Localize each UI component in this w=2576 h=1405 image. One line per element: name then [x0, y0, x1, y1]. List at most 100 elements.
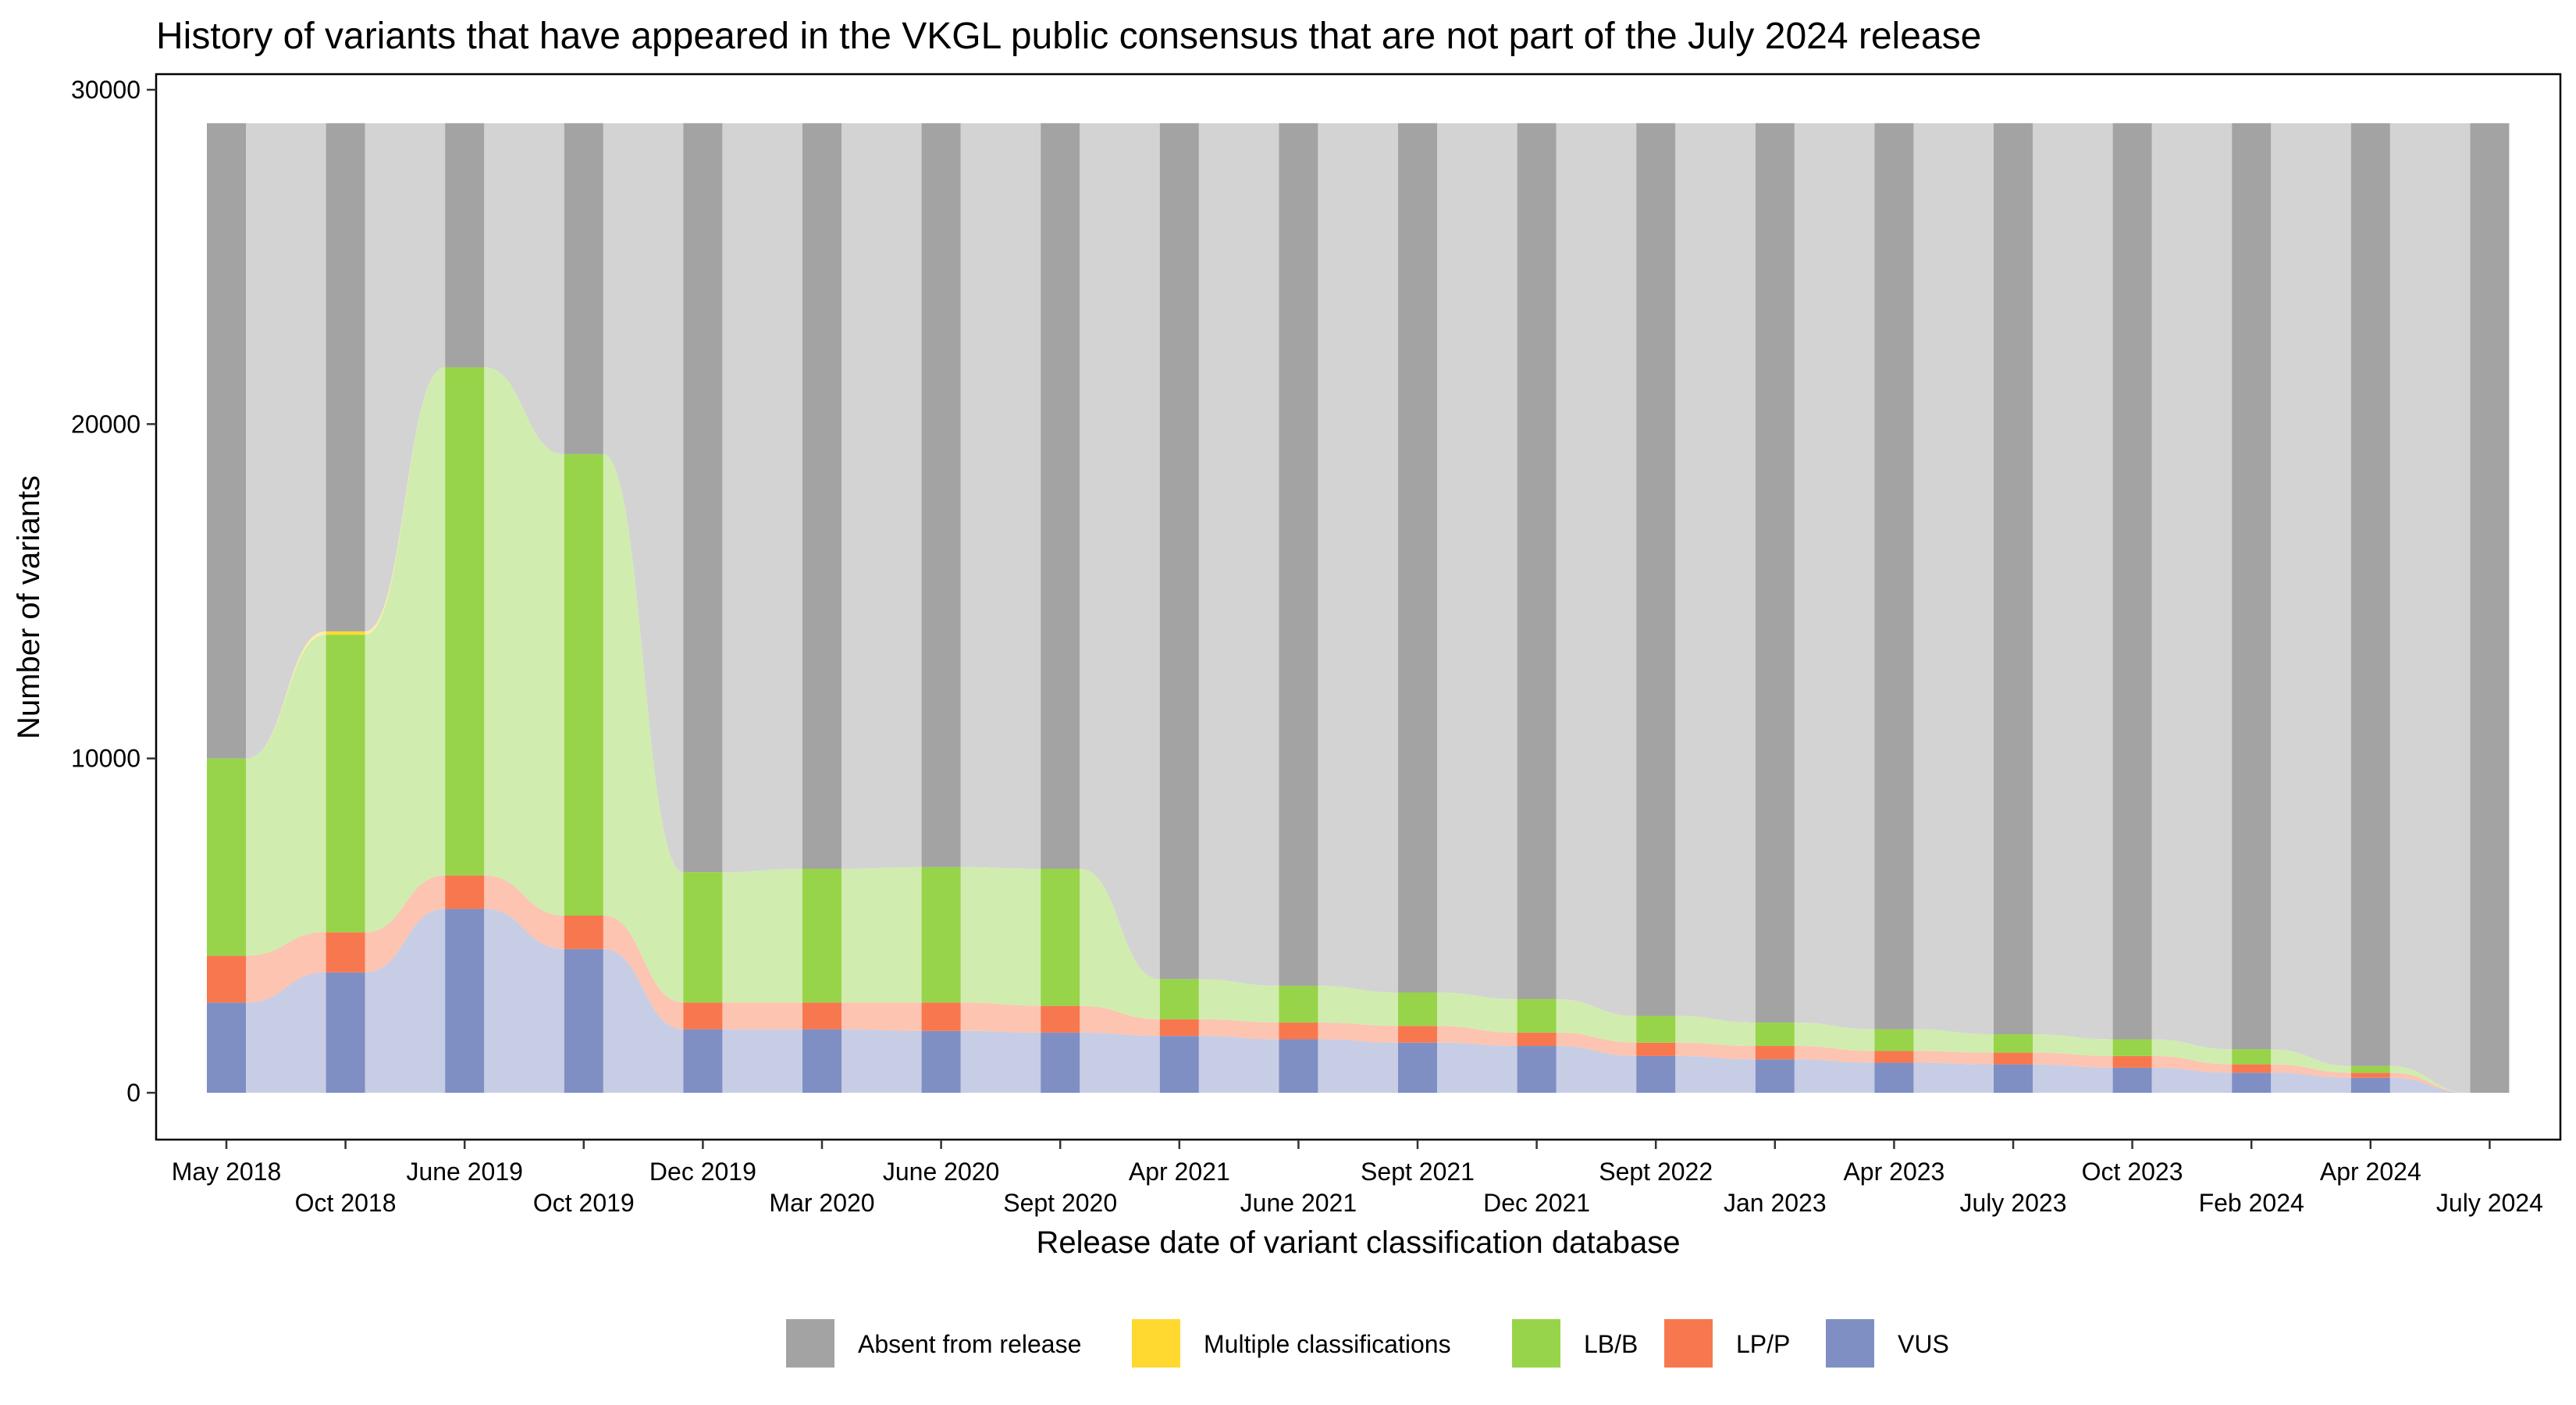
flow-absent-from-release-14 — [1913, 123, 1994, 1035]
flow-vus-9 — [1318, 1039, 1398, 1093]
flow-absent-from-release-11 — [1556, 123, 1637, 1016]
bar-vus-6 — [921, 1030, 961, 1093]
bar-lp-p-9 — [1279, 1023, 1318, 1040]
flow-lb-b-8 — [1198, 979, 1279, 1023]
flow-lp-p-7 — [1080, 1005, 1160, 1037]
bar-lb-b-4 — [683, 872, 723, 1003]
bar-lp-p-18 — [2350, 1072, 2390, 1078]
bar-vus-4 — [683, 1029, 723, 1093]
flow-vus-15 — [2033, 1064, 2113, 1093]
flow-absent-from-release-7 — [1080, 123, 1160, 980]
bar-vus-17 — [2232, 1072, 2272, 1093]
bar-lb-b-14 — [1874, 1029, 1914, 1051]
bar-absent-from-release-3 — [564, 123, 603, 454]
flow-vus-16 — [2151, 1067, 2233, 1093]
bar-lp-p-3 — [564, 915, 603, 949]
legend-label-vus: VUS — [1898, 1330, 1949, 1358]
bar-lp-p-2 — [445, 875, 485, 909]
flow-lp-p-9 — [1318, 1023, 1398, 1043]
bar-absent-from-release-1 — [326, 123, 365, 631]
bar-lp-p-13 — [1755, 1046, 1795, 1060]
flow-lb-b-13 — [1794, 1023, 1875, 1051]
flow-absent-from-release-6 — [960, 123, 1041, 870]
bar-vus-1 — [326, 972, 365, 1093]
bar-absent-from-release-19 — [2470, 123, 2510, 1093]
bar-vus-5 — [802, 1029, 841, 1093]
bar-absent-from-release-11 — [1517, 123, 1557, 1000]
flow-lp-p-17 — [2271, 1064, 2351, 1078]
x-tick-label-17: Feb 2024 — [2199, 1189, 2304, 1217]
bar-vus-7 — [1041, 1032, 1080, 1093]
flow-vus-7 — [1080, 1032, 1160, 1093]
bar-lb-b-6 — [921, 866, 961, 1003]
flow-lp-p-14 — [1913, 1051, 1994, 1065]
bar-lp-p-12 — [1636, 1042, 1676, 1056]
bar-lb-b-18 — [2350, 1065, 2390, 1073]
x-tick-label-14: Apr 2023 — [1843, 1158, 1944, 1186]
bar-vus-10 — [1398, 1042, 1437, 1093]
flow-lb-b-6 — [960, 866, 1041, 1006]
x-axis: May 2018 Oct 2018 June 2019 Oct 2019 Dec 201… — [172, 1140, 2543, 1217]
bar-absent-from-release-13 — [1755, 123, 1795, 1023]
legend-key-lb-b — [1512, 1319, 1560, 1368]
flow-lb-b-0 — [246, 635, 326, 956]
legend-label-lb-b: LB/B — [1584, 1330, 1638, 1358]
bar-vus-16 — [2112, 1067, 2152, 1093]
flow-lp-p-0 — [246, 932, 326, 1003]
flow-absent-from-release-16 — [2151, 123, 2233, 1050]
y-tick-label-10000: 10000 — [71, 745, 141, 773]
legend: Absent from release Multiple classificati… — [786, 1319, 1949, 1368]
flow-vus-5 — [841, 1029, 922, 1093]
flow-lb-b-1 — [365, 367, 446, 933]
bar-lb-b-16 — [2112, 1039, 2152, 1056]
bar-lb-b-5 — [802, 869, 841, 1003]
flow-vus-1 — [365, 909, 446, 1093]
bar-lb-b-11 — [1517, 999, 1557, 1033]
flow-lb-b-17 — [2271, 1049, 2351, 1073]
bar-absent-from-release-2 — [445, 123, 485, 368]
flow-vus-2 — [484, 909, 564, 1093]
flow-lp-p-5 — [841, 1002, 922, 1031]
x-axis-title: Release date of variant classification d… — [1037, 1225, 1681, 1260]
bar-absent-from-release-14 — [1874, 123, 1914, 1030]
flow-lb-b-15 — [2033, 1034, 2113, 1056]
bar-lb-b-9 — [1279, 985, 1318, 1023]
flow-lb-b-14 — [1913, 1029, 1994, 1053]
flow-lp-p-6 — [960, 1002, 1041, 1033]
flow-lb-b-10 — [1437, 992, 1517, 1033]
legend-key-lp-p — [1664, 1319, 1713, 1368]
flow-vus-6 — [960, 1030, 1041, 1093]
flow-lb-b-16 — [2151, 1039, 2233, 1065]
bar-vus-13 — [1755, 1059, 1795, 1093]
flow-lp-p-15 — [2033, 1052, 2113, 1068]
x-tick-label-16: Oct 2023 — [2082, 1158, 2183, 1186]
bar-multiple-classifications-1 — [326, 631, 365, 635]
x-tick-label-9: June 2021 — [1240, 1189, 1357, 1217]
flow-lp-p-2 — [484, 875, 564, 949]
y-tick-label-20000: 20000 — [71, 410, 141, 438]
flow-vus-17 — [2271, 1072, 2351, 1093]
flow-absent-from-release-10 — [1437, 123, 1517, 1000]
flow-lp-p-16 — [2151, 1055, 2233, 1073]
flow-absent-from-release-17 — [2271, 123, 2351, 1066]
x-tick-label-6: June 2020 — [883, 1158, 999, 1186]
bar-absent-from-release-9 — [1279, 123, 1318, 986]
legend-key-multiple-classifications — [1132, 1319, 1180, 1368]
flow-vus-3 — [603, 948, 684, 1093]
flow-absent-from-release-3 — [603, 123, 684, 873]
flow-absent-from-release-0 — [246, 123, 326, 759]
legend-label-lp-p: LP/P — [1736, 1330, 1790, 1358]
bar-vus-8 — [1159, 1036, 1199, 1093]
x-tick-label-10: Sept 2021 — [1361, 1158, 1475, 1186]
x-tick-label-11: Dec 2021 — [1483, 1189, 1590, 1217]
bar-lb-b-13 — [1755, 1023, 1795, 1047]
y-tick-label-30000: 30000 — [71, 76, 141, 104]
flow-vus-4 — [722, 1029, 802, 1093]
flow-absent-from-release-12 — [1675, 123, 1756, 1023]
flow-lp-p-13 — [1794, 1046, 1875, 1063]
bar-lp-p-0 — [207, 955, 246, 1003]
flow-lp-p-1 — [365, 875, 446, 973]
bar-layer — [207, 123, 2510, 1093]
flow-lp-p-12 — [1675, 1042, 1756, 1060]
